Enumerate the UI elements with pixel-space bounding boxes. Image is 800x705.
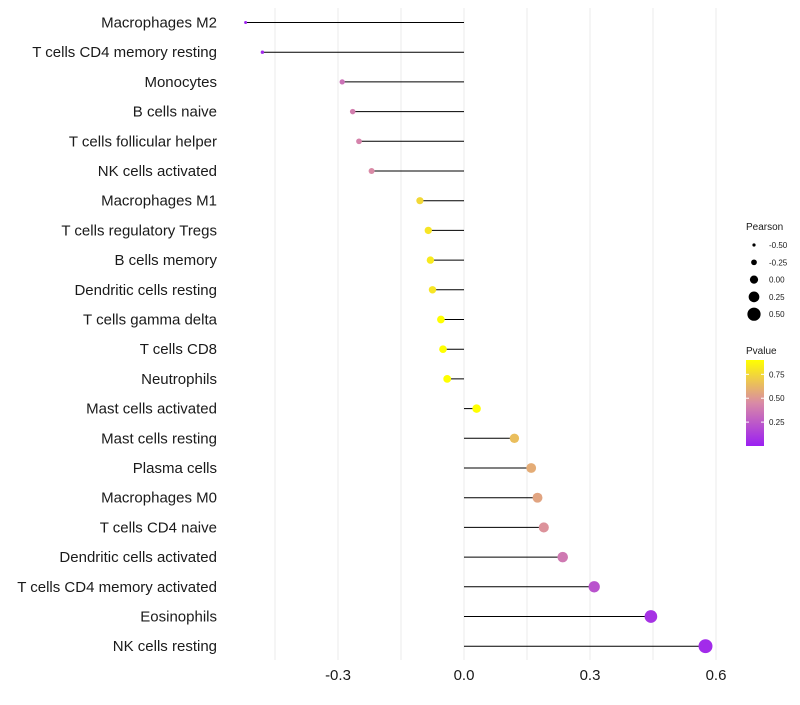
size-legend-key xyxy=(752,243,756,247)
size-legend-key xyxy=(748,291,760,303)
x-tick-labels: -0.3 0.0 0.3 0.6 xyxy=(325,667,726,684)
category-label: NK cells resting xyxy=(113,638,217,655)
color-legend-label: 0.50 xyxy=(769,394,785,403)
x-tick-label: 0.6 xyxy=(706,667,727,684)
lollipop-point xyxy=(426,256,435,264)
category-label: T cells follicular helper xyxy=(69,133,217,150)
category-label: Eosinophils xyxy=(140,609,217,626)
category-label: Mast cells resting xyxy=(101,430,217,447)
size-legend-label: 0.25 xyxy=(769,293,785,302)
category-label: T cells gamma delta xyxy=(83,312,218,329)
x-tick-label: -0.3 xyxy=(325,667,351,684)
lollipop-point xyxy=(509,433,520,443)
category-label: T cells CD4 memory resting xyxy=(32,44,217,61)
category-label: Neutrophils xyxy=(141,371,217,388)
category-label: Macrophages M1 xyxy=(101,193,217,210)
lollipop-point xyxy=(416,197,424,205)
lollipop-point xyxy=(538,522,549,533)
lollipop-point xyxy=(557,551,568,563)
category-labels: Macrophages M2 T cells CD4 memory resting… xyxy=(17,15,217,656)
lollipop-point xyxy=(339,79,345,85)
color-legend: Pvalue 0.25 0.50 0.75 xyxy=(746,346,785,446)
size-legend-key xyxy=(747,307,761,321)
color-legend-bar xyxy=(746,360,764,446)
category-label: Dendritic cells resting xyxy=(74,282,217,299)
category-label: B cells naive xyxy=(133,104,217,121)
lollipop-point xyxy=(260,50,265,54)
lollipop-point xyxy=(439,345,447,354)
category-label: T cells CD8 xyxy=(140,341,217,358)
category-label: Macrophages M2 xyxy=(101,15,217,32)
lollipop-point xyxy=(356,138,362,145)
lollipop-point xyxy=(437,315,445,324)
category-label: NK cells activated xyxy=(98,163,217,180)
size-legend: Pearson -0.50 -0.25 0.00 0.25 0.50 xyxy=(746,222,788,321)
category-label: T cells CD4 memory activated xyxy=(17,579,217,596)
lollipop-point xyxy=(698,639,713,654)
category-label: Dendritic cells activated xyxy=(59,549,217,566)
lollipop-point xyxy=(644,610,658,623)
category-label: Mast cells activated xyxy=(86,401,217,418)
lollipop-point xyxy=(472,404,481,413)
category-label: Macrophages M0 xyxy=(101,490,217,507)
color-legend-label: 0.75 xyxy=(769,370,785,379)
lollipop-point xyxy=(443,375,452,383)
category-label: B cells memory xyxy=(114,252,217,269)
lollipop-point xyxy=(368,168,375,174)
lollipop-point xyxy=(526,463,537,473)
stem-layer xyxy=(245,22,706,647)
x-tick-label: 0.3 xyxy=(580,667,601,684)
size-legend-label: -0.25 xyxy=(769,258,788,267)
category-label: Plasma cells xyxy=(133,460,217,477)
grid-layer xyxy=(274,8,717,660)
size-legend-key xyxy=(751,259,757,266)
lollipop-point xyxy=(349,108,356,115)
category-label: T cells regulatory Tregs xyxy=(61,222,217,239)
lollipop-point xyxy=(428,286,437,294)
size-legend-key xyxy=(749,275,759,284)
size-legend-label: 0.50 xyxy=(769,310,785,319)
lollipop-point xyxy=(244,21,248,24)
lollipop-point xyxy=(424,226,432,235)
category-label: Monocytes xyxy=(144,74,217,91)
lollipop-point xyxy=(588,581,600,593)
size-legend-title: Pearson xyxy=(746,222,783,233)
color-legend-title: Pvalue xyxy=(746,346,777,357)
size-legend-label: -0.50 xyxy=(769,241,788,250)
category-label: T cells CD4 naive xyxy=(100,519,217,536)
size-legend-label: 0.00 xyxy=(769,276,785,285)
point-layer xyxy=(244,21,713,654)
x-tick-label: 0.0 xyxy=(454,667,475,684)
lollipop-point xyxy=(532,492,543,503)
color-legend-label: 0.25 xyxy=(769,418,785,427)
